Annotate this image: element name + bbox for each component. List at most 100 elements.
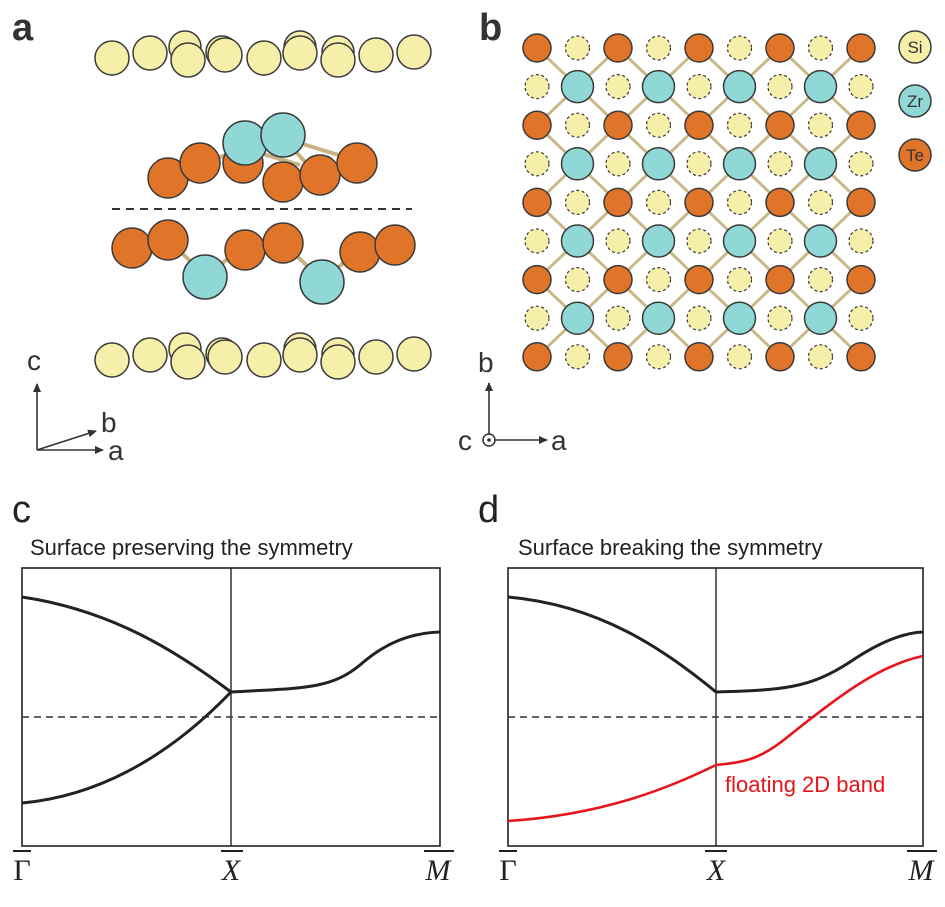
- si-atom: [320, 42, 356, 78]
- si-atom: [767, 305, 793, 331]
- panel-c: c Surface preserving the symmetry Γ X M: [12, 489, 454, 887]
- si-atom: [686, 151, 712, 177]
- panel-d: d Surface breaking the symmetry floating…: [478, 489, 937, 887]
- si-atom: [645, 344, 672, 370]
- panel-d-kpoints: Γ X M: [499, 850, 937, 887]
- si-atom: [564, 112, 591, 138]
- legend-te-label: Te: [906, 146, 924, 165]
- zr-atom: [722, 301, 757, 335]
- legend-item-te: Te: [898, 138, 932, 172]
- si-atom: [645, 112, 672, 138]
- panel-a-upper-slab: [147, 112, 378, 203]
- legend-si-swatch: [898, 30, 932, 64]
- si-atom: [132, 35, 168, 71]
- si-atom: [246, 40, 282, 76]
- te-atom: [224, 229, 266, 271]
- floating-band-annotation: floating 2D band: [725, 772, 885, 797]
- te-atom: [684, 110, 714, 140]
- si-atom: [524, 228, 550, 254]
- te-atom: [179, 142, 221, 184]
- panel-b-legend: Si Zr Te: [898, 30, 932, 172]
- te-atom: [684, 264, 714, 295]
- si-atom: [396, 336, 432, 372]
- si-atom: [132, 337, 168, 373]
- b-axis-arrow: [36, 429, 97, 451]
- si-atom: [848, 305, 874, 331]
- te-atom: [522, 342, 552, 372]
- panel-b-lattice: [522, 33, 876, 372]
- legend-te-swatch: [898, 138, 932, 172]
- te-atom: [299, 154, 341, 196]
- zr-atom: [299, 259, 345, 305]
- zr-atom: [641, 147, 676, 181]
- zr-atom: [260, 112, 306, 158]
- panel-c-title: Surface preserving the symmetry: [30, 535, 353, 560]
- si-atom: [807, 35, 834, 61]
- zr-atom: [803, 301, 838, 335]
- zr-atom: [722, 224, 757, 258]
- si-atom: [605, 228, 631, 254]
- si-atom: [605, 73, 631, 100]
- si-atom: [94, 40, 130, 76]
- te-atom: [603, 187, 633, 218]
- zr-atom: [222, 120, 268, 166]
- si-atom: [726, 35, 753, 61]
- si-atom: [564, 344, 591, 370]
- zr-atom: [641, 69, 676, 104]
- si-atom: [320, 344, 356, 380]
- te-atom: [147, 219, 189, 261]
- panel-d-xm-band: [715, 630, 924, 694]
- si-atom: [686, 305, 712, 331]
- panel-a: a: [12, 7, 432, 466]
- c-axis-label: c: [27, 345, 41, 376]
- si-atom: [807, 267, 834, 293]
- kpoint-gamma-label: Γ: [13, 854, 30, 887]
- te-atom: [262, 222, 304, 264]
- zr-atom: [182, 254, 228, 300]
- te-atom: [603, 264, 633, 295]
- te-atom: [846, 33, 876, 63]
- kpoint-x-label: X: [221, 854, 242, 887]
- zr-atom: [560, 301, 595, 335]
- zr-atom: [803, 69, 838, 104]
- panel-d-letter: d: [478, 489, 499, 531]
- si-atom: [726, 112, 753, 138]
- kpoint-gamma-label: Γ: [499, 854, 516, 887]
- kpoint-x-label: X: [706, 854, 727, 887]
- si-atom: [246, 342, 282, 378]
- si-atom: [807, 189, 834, 215]
- panel-b-axes: b c a: [458, 347, 567, 456]
- zr-atom: [803, 224, 838, 258]
- te-atom: [111, 227, 153, 269]
- te-atom: [262, 161, 304, 203]
- si-atom: [170, 344, 206, 380]
- te-atom: [765, 33, 795, 63]
- legend-zr-swatch: [898, 84, 932, 118]
- si-atom: [848, 73, 874, 100]
- te-atom: [603, 33, 633, 63]
- te-atom: [684, 33, 714, 63]
- te-atom: [765, 187, 795, 218]
- zr-atom: [560, 147, 595, 181]
- si-atom: [645, 189, 672, 215]
- te-atom: [339, 231, 381, 273]
- a-axis-label: a: [551, 425, 567, 456]
- si-atom: [282, 35, 318, 71]
- si-atom: [848, 151, 874, 177]
- panel-d-upper-band: [507, 595, 717, 694]
- si-atom: [767, 228, 793, 254]
- si-atom: [524, 151, 550, 177]
- si-atom: [726, 267, 753, 293]
- te-atom: [336, 142, 378, 184]
- si-atom: [686, 228, 712, 254]
- zr-atom: [803, 147, 838, 181]
- si-atom: [396, 34, 432, 70]
- zr-atom: [641, 224, 676, 258]
- si-atom: [170, 42, 206, 78]
- c-axis-label: c: [458, 425, 472, 456]
- kpoint-m-label: M: [908, 854, 936, 887]
- si-atom: [94, 342, 130, 378]
- si-atom: [605, 305, 631, 331]
- te-atom: [603, 342, 633, 372]
